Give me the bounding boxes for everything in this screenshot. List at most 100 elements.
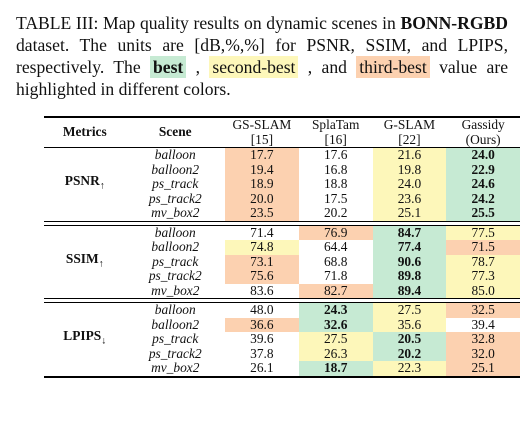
- method-name: GS-SLAM: [232, 117, 292, 132]
- value-cell: 36.6: [224, 317, 299, 332]
- caption-dataset: BONN-RGBD: [400, 13, 508, 33]
- bottom-rule: [44, 375, 520, 379]
- caption-sep1: ,: [186, 57, 210, 77]
- metric-label: SSIM↑: [44, 225, 126, 299]
- table-row: PSNR↑ balloon 17.7 17.6 21.6 24.0: [44, 147, 520, 192]
- results-table: Metrics Scene GS-SLAM [15] SplaTam [16] G-…: [44, 116, 520, 379]
- scene-name: balloon: [154, 147, 196, 162]
- value-cell: 32.6: [298, 317, 373, 332]
- scene-name: balloon2: [151, 316, 200, 332]
- scene-name: mv_box2: [151, 205, 200, 220]
- method-name: Gassidy: [461, 117, 505, 132]
- scene-name: ps_track2: [148, 190, 202, 206]
- scene-name: balloon2: [151, 161, 200, 177]
- value-cell: 20.2: [372, 346, 447, 361]
- value-cell: 71.4: [250, 224, 274, 240]
- value-cell: 32.0: [446, 346, 520, 361]
- scene-name: ps_track: [152, 253, 199, 269]
- value-cell: 22.9: [446, 162, 520, 177]
- value-cell: 17.5: [323, 190, 348, 206]
- method-ref: (Ours): [465, 131, 501, 147]
- legend-third-best: third-best: [356, 56, 430, 78]
- table-row: ps_track 18.9 18.8 24.0 24.6: [44, 176, 520, 192]
- metric-name: LPIPS: [63, 328, 102, 344]
- table-row: balloon2 74.8 64.4 77.4 71.5: [44, 239, 520, 255]
- table-row: ps_track 39.6 27.5 20.5 32.8: [44, 331, 520, 347]
- value-cell: 20.2: [323, 205, 348, 220]
- value-cell: 20.5: [372, 331, 447, 347]
- metric-label: PSNR↑: [44, 148, 126, 221]
- value-cell: 19.4: [224, 162, 299, 177]
- scene-name: ps_track2: [148, 345, 202, 361]
- value-cell: 75.6: [224, 268, 299, 284]
- value-cell: 32.5: [446, 302, 520, 318]
- results-table-body: Metrics Scene GS-SLAM [15] SplaTam [16] G-…: [44, 116, 520, 379]
- method-ref: [16]: [324, 131, 347, 147]
- value-cell: 77.5: [446, 225, 520, 240]
- metric-name: PSNR: [64, 173, 100, 189]
- value-cell: 77.4: [372, 239, 447, 255]
- method-ref: [15]: [250, 131, 274, 147]
- group-separator: [44, 220, 520, 226]
- value-cell: 39.4: [471, 316, 495, 332]
- legend-best: best: [149, 56, 187, 78]
- value-cell: 71.8: [323, 268, 348, 283]
- value-cell: 23.5: [224, 205, 299, 221]
- value-cell: 19.8: [372, 162, 447, 177]
- caption-suffix: value are highlighted in different color…: [16, 57, 509, 99]
- value-cell: 32.8: [446, 331, 520, 347]
- method-name: SplaTam: [311, 117, 360, 132]
- caption-sep2: , and: [298, 57, 357, 77]
- scene-name: mv_box2: [151, 360, 200, 375]
- header-row: Metrics Scene GS-SLAM [15] SplaTam [16] G-…: [44, 117, 520, 148]
- value-cell: 89.4: [372, 283, 447, 299]
- value-cell: 24.2: [446, 191, 520, 206]
- metric-label: LPIPS↓: [44, 303, 126, 377]
- value-cell: 27.5: [372, 302, 447, 318]
- value-cell: 76.9: [298, 225, 373, 240]
- metric-name: SSIM: [65, 250, 99, 266]
- value-cell: 23.6: [372, 191, 447, 206]
- scene-name: balloon2: [151, 239, 200, 254]
- value-cell: 25.1: [372, 205, 447, 221]
- header-scene: Scene: [158, 124, 192, 140]
- value-cell: 18.8: [323, 176, 348, 191]
- value-cell: 24.0: [446, 147, 520, 163]
- value-cell: 25.1: [446, 360, 520, 377]
- value-cell: 71.5: [446, 239, 520, 255]
- value-cell: 26.3: [298, 346, 373, 361]
- scene-name: balloon: [154, 224, 196, 240]
- value-cell: 17.7: [224, 147, 299, 163]
- value-cell: 64.4: [323, 239, 348, 254]
- table-row: ps_track2 20.0 17.5 23.6 24.2: [44, 190, 520, 206]
- legend-second-best: second-best: [209, 56, 299, 78]
- value-cell: 16.8: [323, 161, 348, 177]
- method-ref: [22]: [398, 131, 421, 147]
- table-row: ps_track 73.1 68.8 90.6 78.7: [44, 253, 520, 269]
- value-cell: 73.1: [224, 254, 299, 269]
- header-method-gs-slam: GS-SLAM [15]: [225, 117, 299, 148]
- caption-middle: dataset. The units are [dB,%,%] for PSNR…: [16, 35, 508, 77]
- value-cell: 22.3: [372, 360, 447, 377]
- value-cell: 35.6: [372, 317, 447, 332]
- value-cell: 68.8: [323, 253, 348, 269]
- value-cell: 48.0: [250, 302, 274, 317]
- scene-name: ps_track: [152, 331, 199, 346]
- value-cell: 24.0: [372, 176, 447, 192]
- group-separator: [44, 147, 520, 148]
- table-row: mv_box2 83.6 82.7 89.4 85.0: [44, 283, 520, 299]
- metric-arrow: ↑: [98, 258, 104, 270]
- table-row: ps_track2 37.8 26.3 20.2 32.0: [44, 345, 520, 361]
- table-row: balloon2 36.6 32.6 35.6 39.4: [44, 316, 520, 332]
- metric-arrow: ↑: [99, 180, 105, 192]
- table-row: mv_box2 23.5 20.2 25.1 25.5: [44, 205, 520, 221]
- table-row: LPIPS↓ balloon 48.0 24.3 27.5 32.5: [44, 302, 520, 347]
- value-cell: 21.6: [372, 147, 447, 163]
- group-separator: [44, 298, 520, 303]
- header-metrics: Metrics: [62, 124, 107, 140]
- value-cell: 24.3: [298, 302, 373, 318]
- table-row: mv_box2 26.1 18.7 22.3 25.1: [44, 360, 520, 377]
- value-cell: 39.6: [250, 331, 274, 346]
- value-cell: 84.7: [372, 225, 447, 240]
